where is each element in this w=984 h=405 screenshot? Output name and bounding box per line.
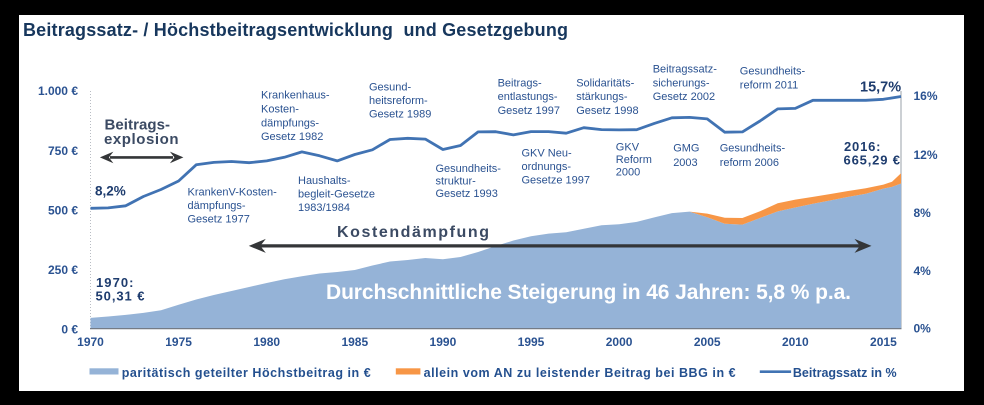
svg-text:Beitragssatz in %: Beitragssatz in % [793, 366, 897, 380]
svg-text:500 €: 500 € [48, 203, 78, 217]
svg-text:Beitragssatz- / Höchstbeitrags: Beitragssatz- / Höchstbeitragsentwicklun… [23, 20, 568, 40]
svg-text:1970:50,31 €: 1970: 50,31 € [96, 275, 145, 304]
svg-text:1980: 1980 [253, 335, 280, 349]
svg-text:16%: 16% [914, 89, 938, 103]
svg-text:1995: 1995 [518, 335, 545, 349]
svg-text:15,7%: 15,7% [860, 79, 901, 95]
svg-text:Durchschnittliche Steigerung i: Durchschnittliche Steigerung in 46 Jahre… [326, 281, 851, 304]
svg-text:2015: 2015 [870, 335, 897, 349]
svg-text:750 €: 750 € [48, 144, 78, 158]
svg-text:Krankenhaus-Kosten-dämpfungs-G: Krankenhaus-Kosten-dämpfungs-Gesetz 1982 [261, 90, 330, 143]
svg-text:1985: 1985 [341, 335, 368, 349]
svg-text:Solidaritäts-stärkungs-Gesetz: Solidaritäts-stärkungs-Gesetz 1998 [576, 77, 638, 117]
svg-text:4%: 4% [914, 264, 932, 278]
svg-text:2016:665,29 €: 2016: 665,29 € [844, 139, 901, 168]
svg-text:Beitragssatz-sicherungs-Gesetz: Beitragssatz-sicherungs-Gesetz 2002 [653, 64, 718, 103]
svg-text:2005: 2005 [694, 335, 721, 349]
svg-text:1.000 €: 1.000 € [38, 84, 78, 98]
svg-text:1975: 1975 [165, 335, 192, 349]
svg-text:250 €: 250 € [48, 263, 78, 277]
svg-text:12%: 12% [914, 148, 938, 162]
svg-text:0%: 0% [914, 322, 932, 336]
svg-text:2000: 2000 [606, 335, 633, 349]
svg-text:paritätisch geteilter Höchstbe: paritätisch geteilter Höchstbeitrag in € [122, 366, 371, 380]
svg-text:allein vom AN zu leistender Be: allein vom AN zu leistender Beitrag bei … [424, 366, 736, 380]
svg-text:1970: 1970 [77, 335, 104, 349]
svg-text:Beitrags-explosion: Beitrags-explosion [104, 116, 179, 148]
svg-text:8,2%: 8,2% [95, 184, 126, 199]
svg-text:1990: 1990 [430, 335, 457, 349]
svg-text:Gesundheits-reform 2011: Gesundheits-reform 2011 [740, 66, 806, 92]
svg-text:Kostendämpfung: Kostendämpfung [337, 224, 489, 241]
svg-text:0 €: 0 € [61, 323, 78, 337]
svg-text:8%: 8% [914, 206, 932, 220]
svg-text:2010: 2010 [782, 335, 809, 349]
